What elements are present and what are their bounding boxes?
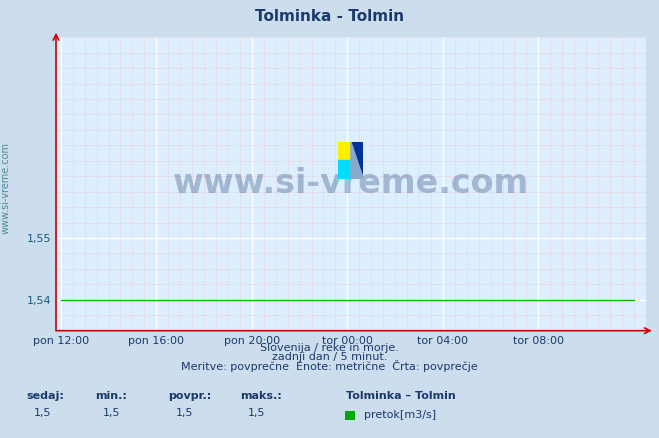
Text: www.si-vreme.com: www.si-vreme.com xyxy=(173,167,529,201)
Text: pretok[m3/s]: pretok[m3/s] xyxy=(364,410,436,420)
Text: Meritve: povprečne  Enote: metrične  Črta: povprečje: Meritve: povprečne Enote: metrične Črta:… xyxy=(181,360,478,372)
Text: sedaj:: sedaj: xyxy=(26,392,64,401)
Text: www.si-vreme.com: www.si-vreme.com xyxy=(0,142,11,234)
Text: povpr.:: povpr.: xyxy=(168,392,212,401)
Bar xyxy=(339,142,351,160)
Polygon shape xyxy=(351,142,364,179)
Text: 1,5: 1,5 xyxy=(176,408,193,417)
Text: 1,5: 1,5 xyxy=(248,408,266,417)
Text: 1,5: 1,5 xyxy=(34,408,51,417)
Polygon shape xyxy=(351,142,364,179)
Text: maks.:: maks.: xyxy=(241,392,282,401)
Text: Slovenija / reke in morje.: Slovenija / reke in morje. xyxy=(260,343,399,353)
Text: 1,5: 1,5 xyxy=(103,408,121,417)
Text: min.:: min.: xyxy=(96,392,127,401)
Text: Tolminka - Tolmin: Tolminka - Tolmin xyxy=(255,9,404,24)
Text: zadnji dan / 5 minut.: zadnji dan / 5 minut. xyxy=(272,352,387,362)
Bar xyxy=(339,160,351,179)
Text: Tolminka – Tolmin: Tolminka – Tolmin xyxy=(346,392,456,401)
